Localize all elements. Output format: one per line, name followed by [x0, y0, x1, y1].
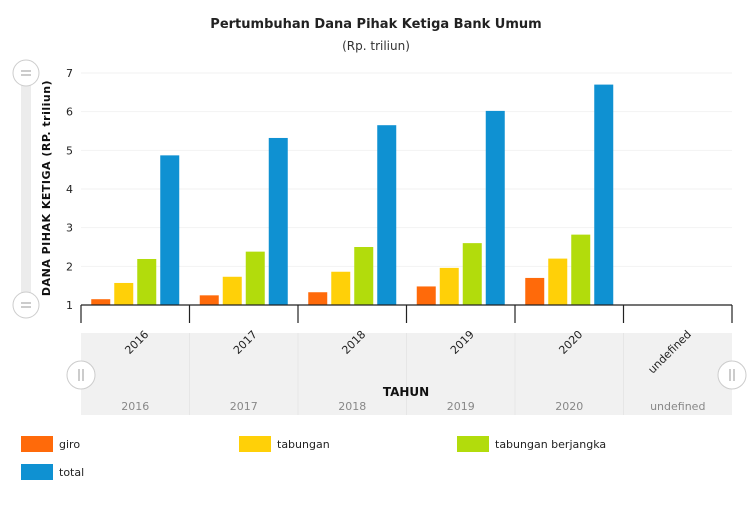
y-tick-label: 7 [66, 67, 73, 80]
y-zoom-handle-bottom[interactable] [12, 291, 40, 319]
bar-total-2018[interactable] [377, 125, 397, 305]
x-zoom-handle-right[interactable] [717, 360, 747, 390]
bar-tabungan-berjangka-2017[interactable] [245, 251, 265, 305]
y-tick-label: 2 [66, 260, 73, 273]
bar-tabungan-berjangka-2019[interactable] [462, 243, 482, 305]
legend-item-giro[interactable]: giro [21, 436, 80, 452]
y-tick-label: 6 [66, 106, 73, 119]
bar-tabungan-2018[interactable] [331, 271, 351, 305]
navigator-tick-label: 2020 [555, 400, 583, 413]
legend-item-tabungan[interactable]: tabungan [239, 436, 330, 452]
legend-swatch [21, 436, 53, 452]
navigator-tick-label: 2016 [121, 400, 149, 413]
y-scrollbar-track[interactable] [21, 73, 31, 305]
grid-lines [81, 72, 732, 267]
y-zoom-handle-top[interactable] [12, 59, 40, 87]
bars [91, 84, 614, 305]
legend-label: tabungan berjangka [495, 438, 606, 451]
bar-giro-2017[interactable] [199, 295, 219, 305]
bar-tabungan-2019[interactable] [439, 267, 459, 305]
bar-tabungan-berjangka-2020[interactable] [571, 234, 591, 305]
y-zoom-scrollbar[interactable] [12, 59, 40, 319]
legend-item-tabungan-berjangka[interactable]: tabungan berjangka [457, 436, 606, 452]
y-tick-label: 4 [66, 183, 73, 196]
legend-swatch [239, 436, 271, 452]
y-axis-title: DANA PIHAK KETIGA (RP. triliun) [40, 80, 53, 296]
navigator-ticks: 2016 2017 2018 2019 2020 undefined [121, 333, 705, 415]
chart-subtitle: (Rp. triliun) [342, 39, 410, 53]
bar-total-2016[interactable] [160, 155, 180, 305]
legend-swatch [457, 436, 489, 452]
y-axis-ticks: 1 2 3 4 5 6 7 [66, 67, 73, 312]
y-tick-label: 1 [66, 299, 73, 312]
bar-giro-2018[interactable] [308, 292, 328, 305]
bar-tabungan-2017[interactable] [222, 276, 242, 305]
navigator-tick-label: 2017 [230, 400, 258, 413]
bar-total-2017[interactable] [268, 137, 288, 305]
bar-total-2019[interactable] [485, 110, 505, 305]
y-tick-label: 3 [66, 222, 73, 235]
y-tick-label: 5 [66, 144, 73, 157]
bar-giro-2020[interactable] [525, 277, 545, 305]
legend-label: giro [59, 438, 80, 451]
bar-tabungan-2016[interactable] [114, 282, 134, 305]
bar-giro-2016[interactable] [91, 299, 111, 305]
bar-total-2020[interactable] [594, 84, 614, 305]
legend-swatch [21, 464, 53, 480]
bar-giro-2019[interactable] [416, 286, 436, 305]
navigator-tick-label: undefined [650, 400, 705, 413]
navigator-tick-label: 2019 [447, 400, 475, 413]
x-zoom-handle-left[interactable] [66, 360, 96, 390]
chart-title: Pertumbuhan Dana Pihak Ketiga Bank Umum [210, 17, 541, 32]
navigator-tick-label: 2018 [338, 400, 366, 413]
legend-item-total[interactable]: total [21, 464, 84, 480]
legend: giro tabungan tabungan berjangka total [21, 436, 606, 480]
bar-tabungan-berjangka-2018[interactable] [354, 247, 374, 305]
x-axis-ticks [80, 305, 733, 323]
x-axis-title: TAHUN [383, 385, 429, 399]
bar-tabungan-2020[interactable] [548, 258, 568, 305]
legend-label: tabungan [277, 438, 330, 451]
bar-tabungan-berjangka-2016[interactable] [137, 258, 157, 305]
legend-label: total [59, 466, 84, 479]
